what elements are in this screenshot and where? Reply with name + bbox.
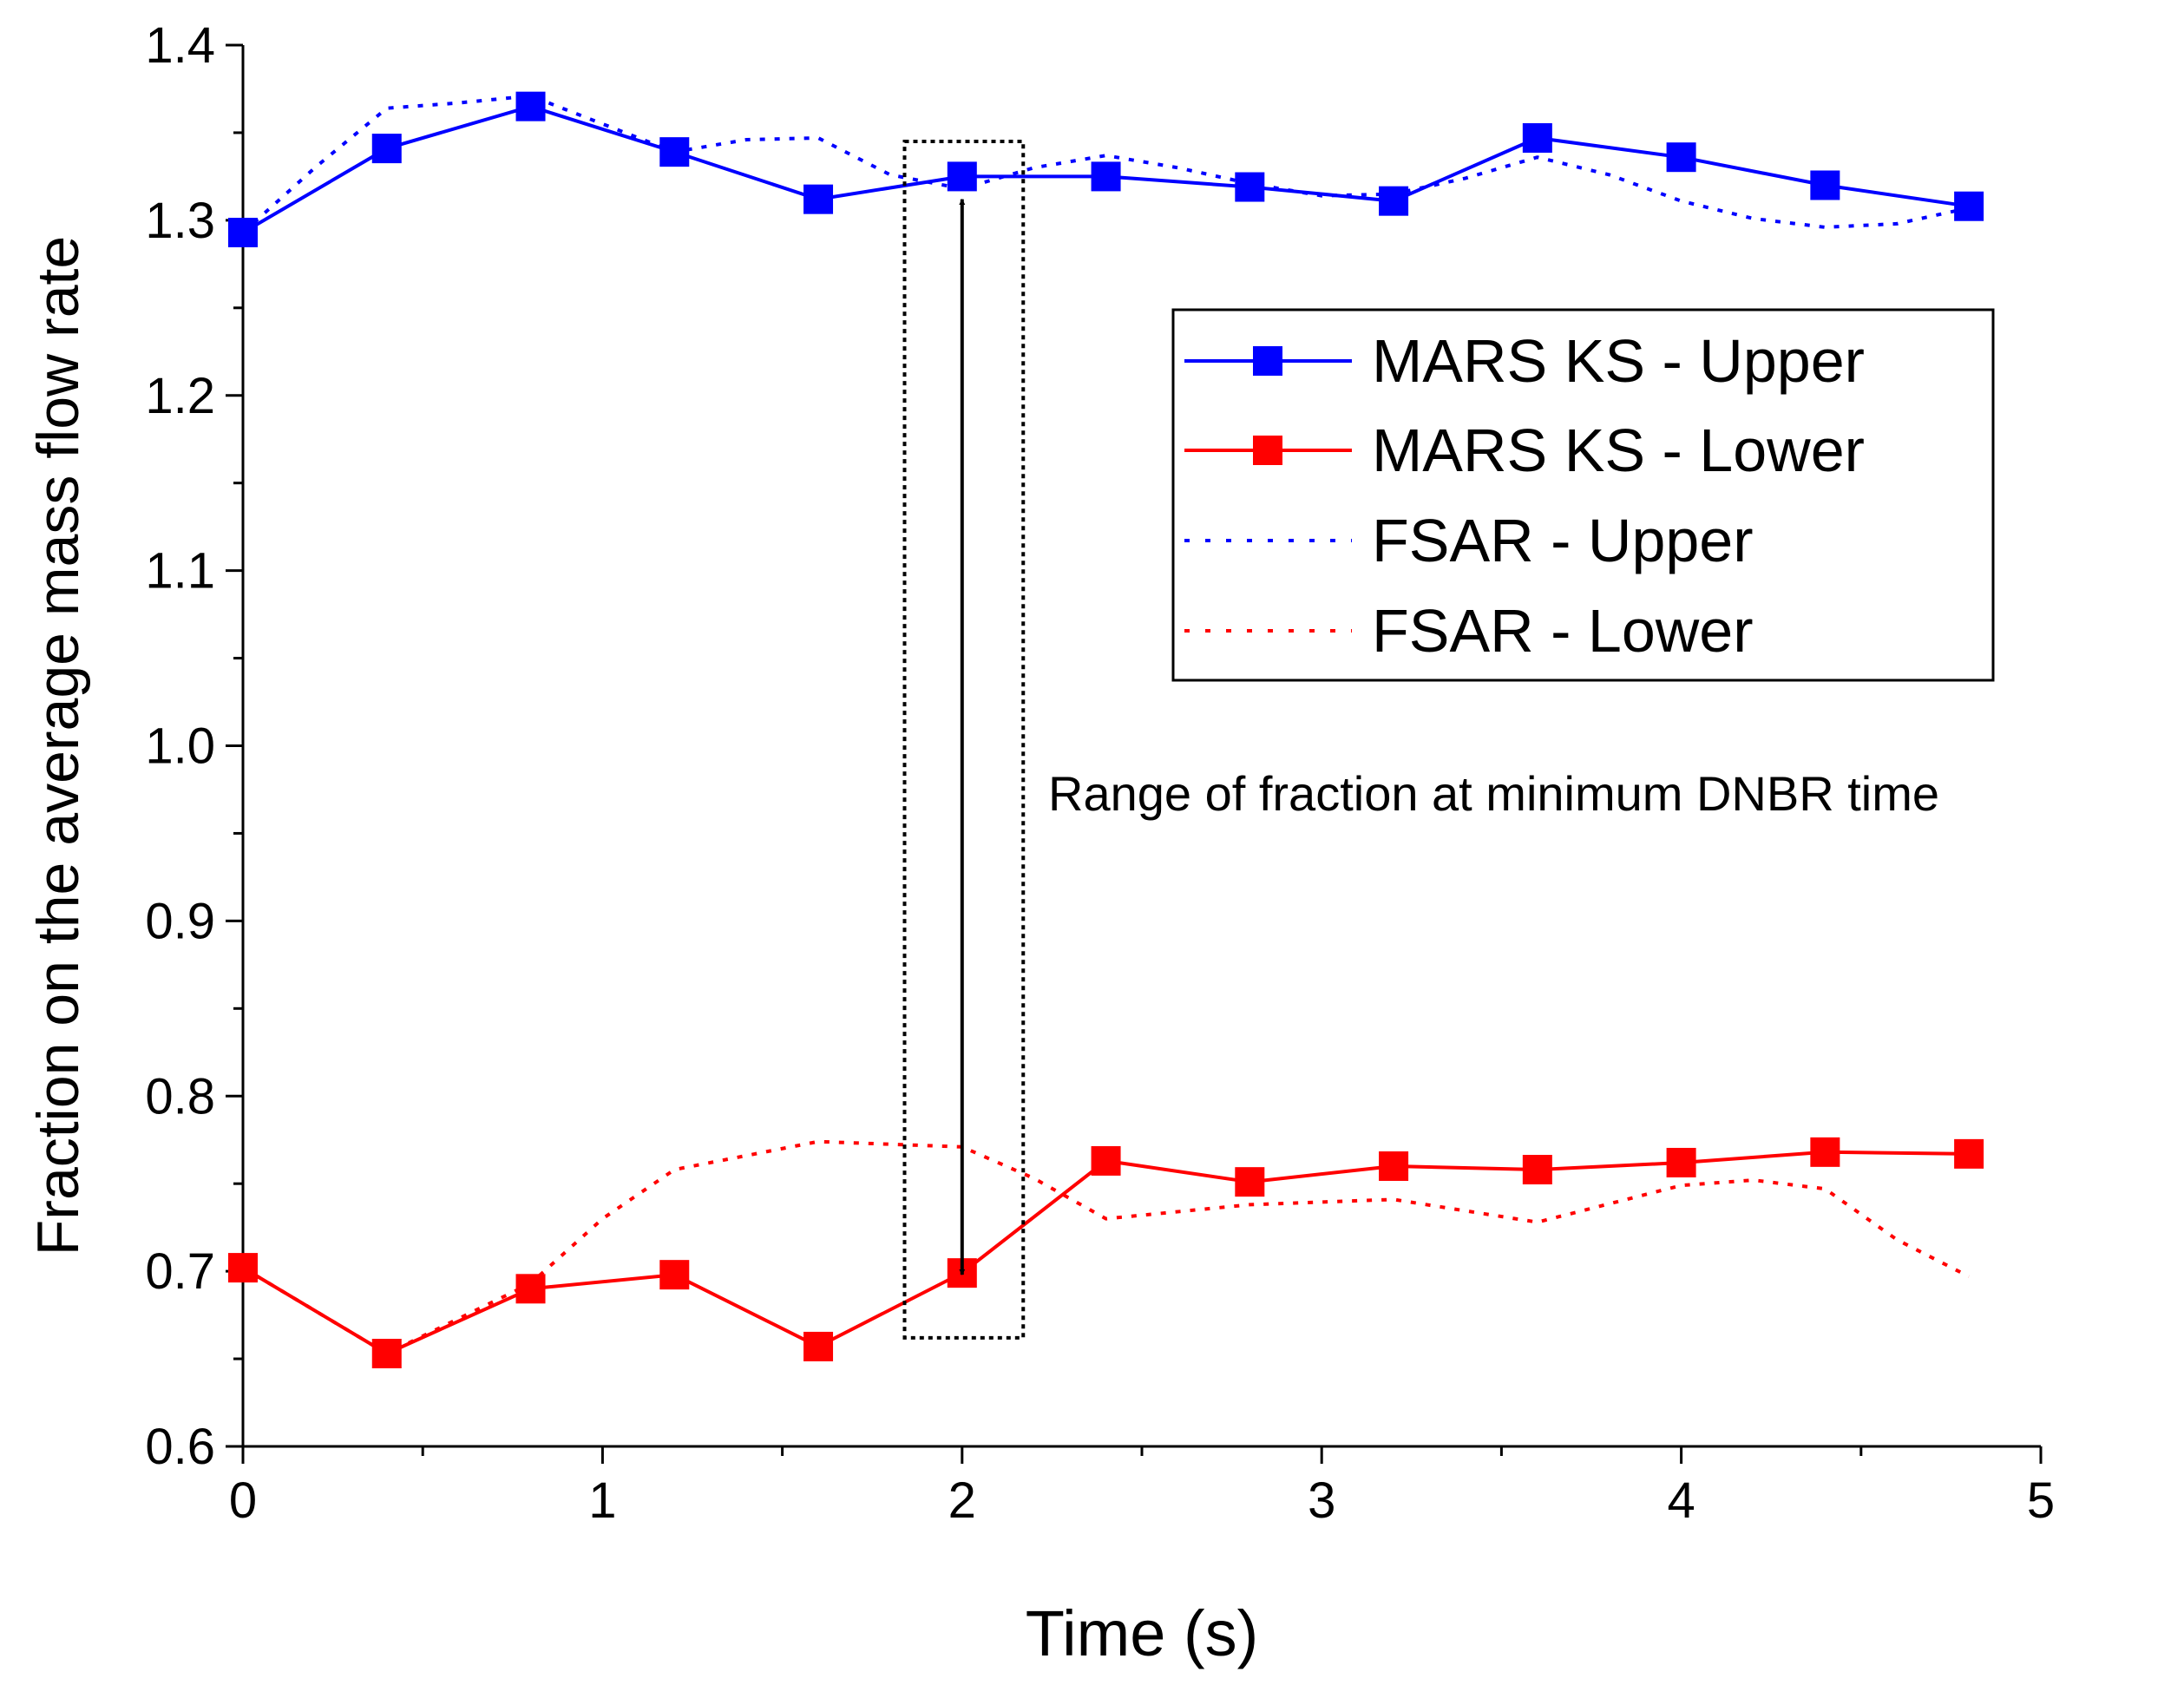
series-mars-ks-lower (228, 1137, 1984, 1369)
legend-label: MARS KS - Lower (1372, 416, 1865, 484)
data-point (1235, 1167, 1265, 1197)
legend-item: FSAR - Upper (1184, 507, 1754, 574)
series-layer (228, 91, 1984, 1369)
y-tick-label: 1.2 (145, 368, 215, 424)
legend-marker (1253, 346, 1282, 376)
legend-item: MARS KS - Lower (1184, 416, 1865, 484)
data-point (1235, 172, 1265, 202)
annotation-text: Range of fraction at minimum DNBR time (1048, 766, 1939, 821)
y-tick-label: 1.4 (145, 17, 215, 74)
y-tick-label: 1.1 (145, 543, 215, 600)
y-tick-label: 0.7 (145, 1243, 215, 1300)
data-point (515, 1274, 546, 1304)
series-fsar-lower (241, 1139, 1971, 1355)
legend-item: MARS KS - Upper (1184, 327, 1865, 395)
y-tick-label: 0.8 (145, 1068, 215, 1124)
data-point (371, 134, 402, 164)
axes: 0 1 2 3 4 5 0.6 0.7 0.8 0.9 1.0 1.1 1.2 1.3 1.4 Time (s… (25, 17, 2055, 1669)
data-point (803, 1331, 834, 1361)
annotation-box (902, 140, 1026, 1340)
legend-label: FSAR - Lower (1372, 597, 1754, 665)
series-line (241, 1139, 1971, 1355)
legend-label: FSAR - Upper (1372, 507, 1754, 574)
y-tick-label: 1.3 (145, 193, 215, 249)
data-point (228, 1253, 258, 1283)
legend-label: MARS KS - Upper (1372, 327, 1865, 395)
y-axis-title: Fraction on the average mass flow rate (25, 236, 91, 1256)
data-point (1522, 122, 1552, 153)
x-tick-label: 5 (2027, 1472, 2055, 1529)
data-point (1379, 186, 1409, 216)
legend-box (1171, 308, 1995, 682)
data-point (1810, 170, 1840, 200)
legend-marker (1253, 436, 1282, 465)
data-point (1379, 1151, 1409, 1181)
x-tick-label: 3 (1308, 1472, 1335, 1529)
y-tick-label: 1.0 (145, 718, 215, 775)
y-tick-label: 0.6 (145, 1419, 215, 1475)
data-point (1666, 142, 1696, 173)
data-point (515, 91, 546, 121)
annotation-layer: Range of fraction at minimum DNBR time (902, 140, 1939, 1340)
x-tick-label: 4 (1667, 1472, 1695, 1529)
data-point (1954, 1138, 1984, 1169)
x-tick-label: 2 (948, 1472, 976, 1529)
data-point (1091, 161, 1121, 192)
data-point (228, 218, 258, 248)
series-line (241, 1150, 1970, 1355)
x-tick-label: 0 (229, 1472, 257, 1529)
data-point (1954, 191, 1984, 221)
x-axis-title: Time (s) (1026, 1597, 1259, 1669)
data-point (1810, 1137, 1840, 1167)
data-point (803, 184, 834, 214)
data-point (947, 161, 977, 192)
data-point (659, 137, 690, 167)
data-point (1666, 1147, 1696, 1177)
legend: MARS KS - Upper MARS KS - Lower FSAR - Upp… (1171, 308, 1995, 682)
series-mars-ks-upper (228, 91, 1984, 248)
y-tick-label: 0.9 (145, 893, 215, 949)
data-point (1522, 1155, 1552, 1185)
data-point (1091, 1145, 1121, 1176)
data-point (659, 1260, 690, 1290)
legend-item: FSAR - Lower (1184, 597, 1754, 665)
data-point (371, 1339, 402, 1369)
x-tick-label: 1 (588, 1472, 616, 1529)
